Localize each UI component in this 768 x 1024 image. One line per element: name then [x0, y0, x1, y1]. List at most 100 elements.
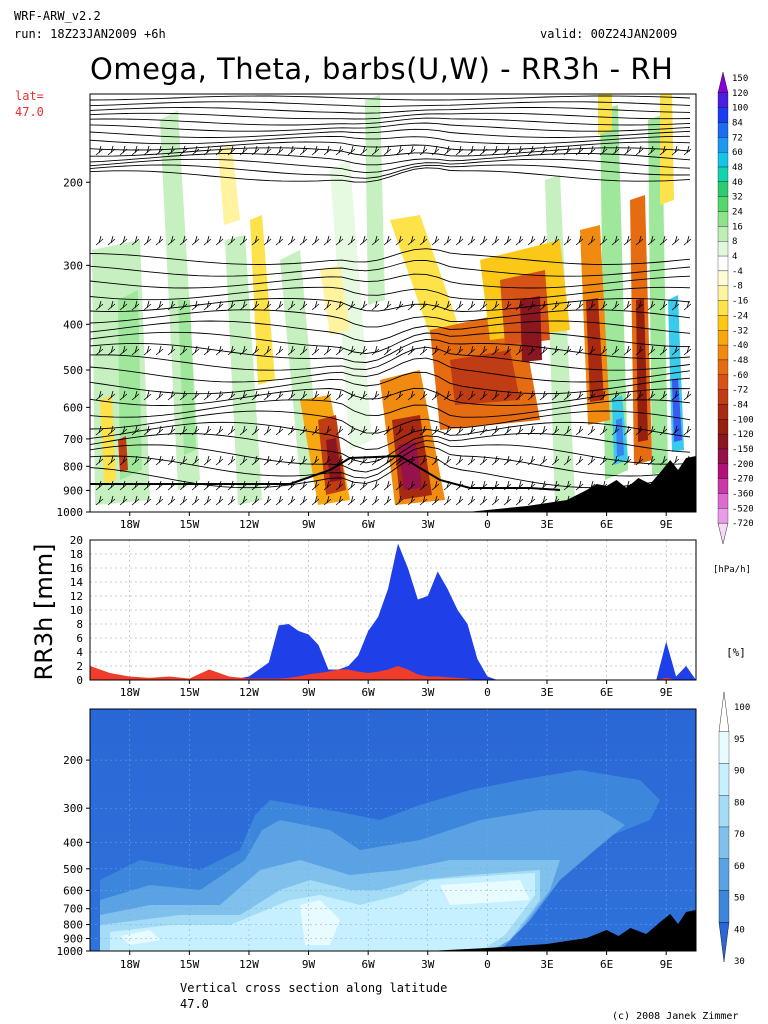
rh-colorbar-label: 50	[734, 894, 745, 904]
y-tick-label: 500	[63, 863, 83, 876]
omega-colorbar-label: 150	[732, 74, 748, 84]
omega-colorbar-label: 40	[732, 178, 743, 188]
omega-colorbar-label: 60	[732, 148, 743, 158]
x-tick-label: 9W	[302, 958, 316, 971]
omega-colorbar-label: 100	[732, 104, 748, 114]
rh-colorbar-label: 40	[734, 925, 745, 935]
omega-colorbar-label: 16	[732, 222, 743, 232]
y-tick-label: 300	[63, 259, 83, 272]
omega-colorbar-label: -16	[732, 297, 748, 307]
omega-colorbar-label: -520	[732, 504, 754, 514]
omega-colorbar-label: 24	[732, 208, 743, 218]
x-tick-label: 18W	[120, 686, 140, 699]
rh-colorbar-label: 100	[734, 703, 750, 713]
rain-y-tick-label: 18	[70, 548, 83, 561]
rh-colorbar-label: 60	[734, 862, 745, 872]
omega-colorbar-label: -32	[732, 326, 748, 336]
theta-contours	[90, 95, 691, 489]
footer-caption: Vertical cross section along latitude	[180, 981, 448, 995]
omega-colorbar-label: -24	[732, 311, 748, 321]
x-tick-label: 6E	[600, 958, 613, 971]
omega-colorbar-label: 8	[732, 237, 737, 247]
omega-panel	[90, 94, 696, 512]
terrain-rh	[427, 910, 696, 951]
lat-label: lat=	[15, 89, 44, 103]
lat-value: 47.0	[15, 105, 44, 119]
y-tick-label: 200	[63, 754, 83, 767]
omega-colorbar-label: -200	[732, 460, 754, 470]
rain-y-tick-label: 6	[76, 632, 83, 645]
x-tick-label: 3W	[421, 686, 435, 699]
y-tick-label: 400	[63, 836, 83, 849]
rain-panel	[89, 539, 697, 681]
rain-y-tick-label: 0	[76, 674, 83, 687]
rh-panel	[90, 709, 696, 951]
rh-grid	[90, 709, 696, 951]
y-tick-label: 800	[63, 460, 83, 473]
rain-y-tick-label: 4	[76, 646, 83, 659]
x-tick-label: 9E	[660, 958, 673, 971]
rain-series-blue	[90, 543, 696, 680]
x-tick-label: 12W	[239, 686, 259, 699]
x-tick-label: 6W	[362, 958, 376, 971]
x-tick-label: 18W	[120, 958, 140, 971]
rh-colorbar-label: 70	[734, 830, 745, 840]
omega-colorbar-label: -120	[732, 430, 754, 440]
omega-colorbar-label: 48	[732, 163, 743, 173]
y-tick-label: 600	[63, 401, 83, 414]
omega-colorbar-label: -360	[732, 489, 754, 499]
x-tick-label: 12W	[239, 958, 259, 971]
x-tick-label: 3E	[540, 686, 553, 699]
x-tick-label: 18W	[120, 518, 140, 531]
y-tick-label: 1000	[57, 945, 84, 958]
x-tick-label: 9W	[302, 686, 316, 699]
rh-colorbar: 100 95 90 80 70 60 50 40 30	[718, 691, 750, 967]
x-tick-label: 3W	[421, 518, 435, 531]
x-tick-label: 0	[484, 686, 491, 699]
rain-y-tick-label: 16	[70, 562, 83, 575]
x-tick-label: 3W	[421, 958, 435, 971]
valid-time: valid: 00Z24JAN2009	[540, 27, 678, 41]
y-tick-label: 900	[63, 484, 83, 497]
rain-panel-frame	[89, 539, 697, 681]
y-tick-label: 700	[63, 903, 83, 916]
y-tick-label: 800	[63, 919, 83, 932]
rain-series-red	[90, 666, 696, 680]
omega-colorbar-label: 4	[732, 252, 737, 262]
omega-colorbar-label: 72	[732, 133, 743, 143]
rain-ylabel: RR3h [mm]	[30, 544, 58, 681]
x-tick-label: 6W	[362, 518, 376, 531]
rain-unit-label: [%]	[726, 646, 746, 659]
terrain	[467, 456, 696, 512]
x-tick-label: 12W	[239, 518, 259, 531]
y-tick-label: 1000	[57, 506, 84, 519]
omega-colorbar-label: -60	[732, 371, 748, 381]
copyright: (c) 2008 Janek Zimmer	[612, 1011, 739, 1022]
omega-colorbar-label: -8	[732, 282, 743, 292]
boundary-layer-line	[90, 454, 561, 491]
model-version: WRF-ARW_v2.2	[14, 9, 101, 23]
x-tick-label: 9E	[660, 518, 673, 531]
x-tick-label: 3E	[540, 518, 553, 531]
rain-y-tick-label: 2	[76, 660, 83, 673]
x-tick-label: 6W	[362, 686, 376, 699]
rain-y-tick-label: 10	[70, 604, 83, 617]
omega-colorbar-label: -270	[732, 475, 754, 485]
omega-colorbar-label: 32	[732, 193, 743, 203]
omega-colorbar-label: -40	[732, 341, 748, 351]
rain-y-tick-label: 8	[76, 618, 83, 631]
y-tick-label: 700	[63, 433, 83, 446]
omega-panel-frame	[89, 93, 697, 513]
x-tick-label: 15W	[179, 518, 199, 531]
x-tick-label: 6E	[600, 686, 613, 699]
y-tick-label: 900	[63, 933, 83, 946]
x-tick-label: 9E	[660, 686, 673, 699]
chart-title: Omega, Theta, barbs(U,W) - RR3h - RH	[90, 52, 674, 86]
footer-lat: 47.0	[180, 997, 209, 1011]
omega-colorbar-label: -150	[732, 445, 754, 455]
rh-colorbar-label: 95	[734, 735, 745, 745]
x-tick-label: 6E	[600, 518, 613, 531]
omega-colorbar-label: -4	[732, 267, 743, 277]
rain-y-tick-label: 14	[70, 576, 84, 589]
